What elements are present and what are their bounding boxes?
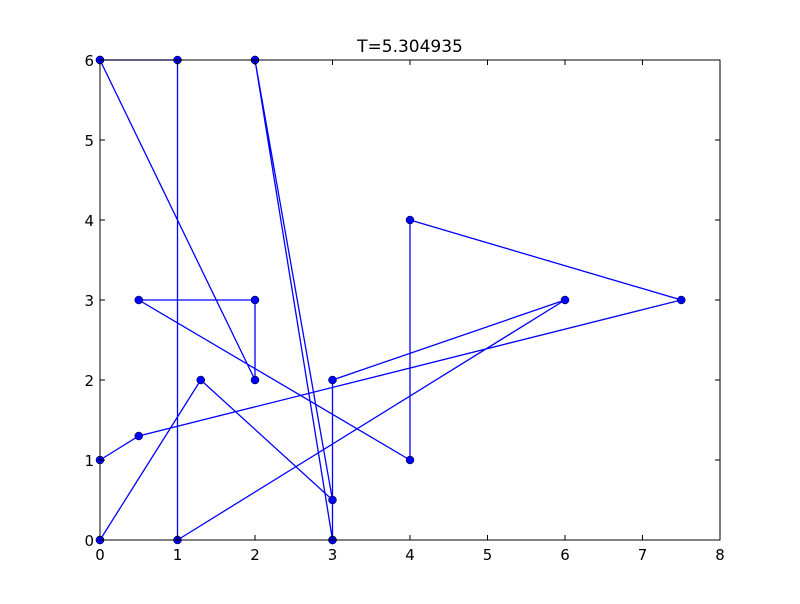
data-point [135,432,143,440]
y-tick-label: 1 [84,452,94,470]
data-point [135,296,143,304]
y-tick-label: 4 [84,212,94,230]
x-tick-label: 3 [328,546,338,564]
data-point [406,456,414,464]
x-tick-label: 2 [250,546,260,564]
x-tick-label: 4 [405,546,415,564]
y-tick-label: 3 [84,292,94,310]
x-tick-label: 0 [95,546,105,564]
x-tick-label: 5 [483,546,493,564]
y-tick-label: 5 [84,132,94,150]
data-point [677,296,685,304]
y-tick-label: 6 [84,52,94,70]
x-tick-label: 7 [638,546,648,564]
data-point [329,496,337,504]
data-point [251,376,259,384]
chart-title: T=5.304935 [356,37,463,57]
data-point [406,216,414,224]
data-point [251,296,259,304]
data-point [197,376,205,384]
x-tick-label: 8 [715,546,725,564]
y-tick-label: 0 [84,532,94,550]
x-tick-label: 6 [560,546,570,564]
x-tick-label: 1 [173,546,183,564]
data-point [561,296,569,304]
data-point [329,376,337,384]
y-tick-label: 2 [84,372,94,390]
